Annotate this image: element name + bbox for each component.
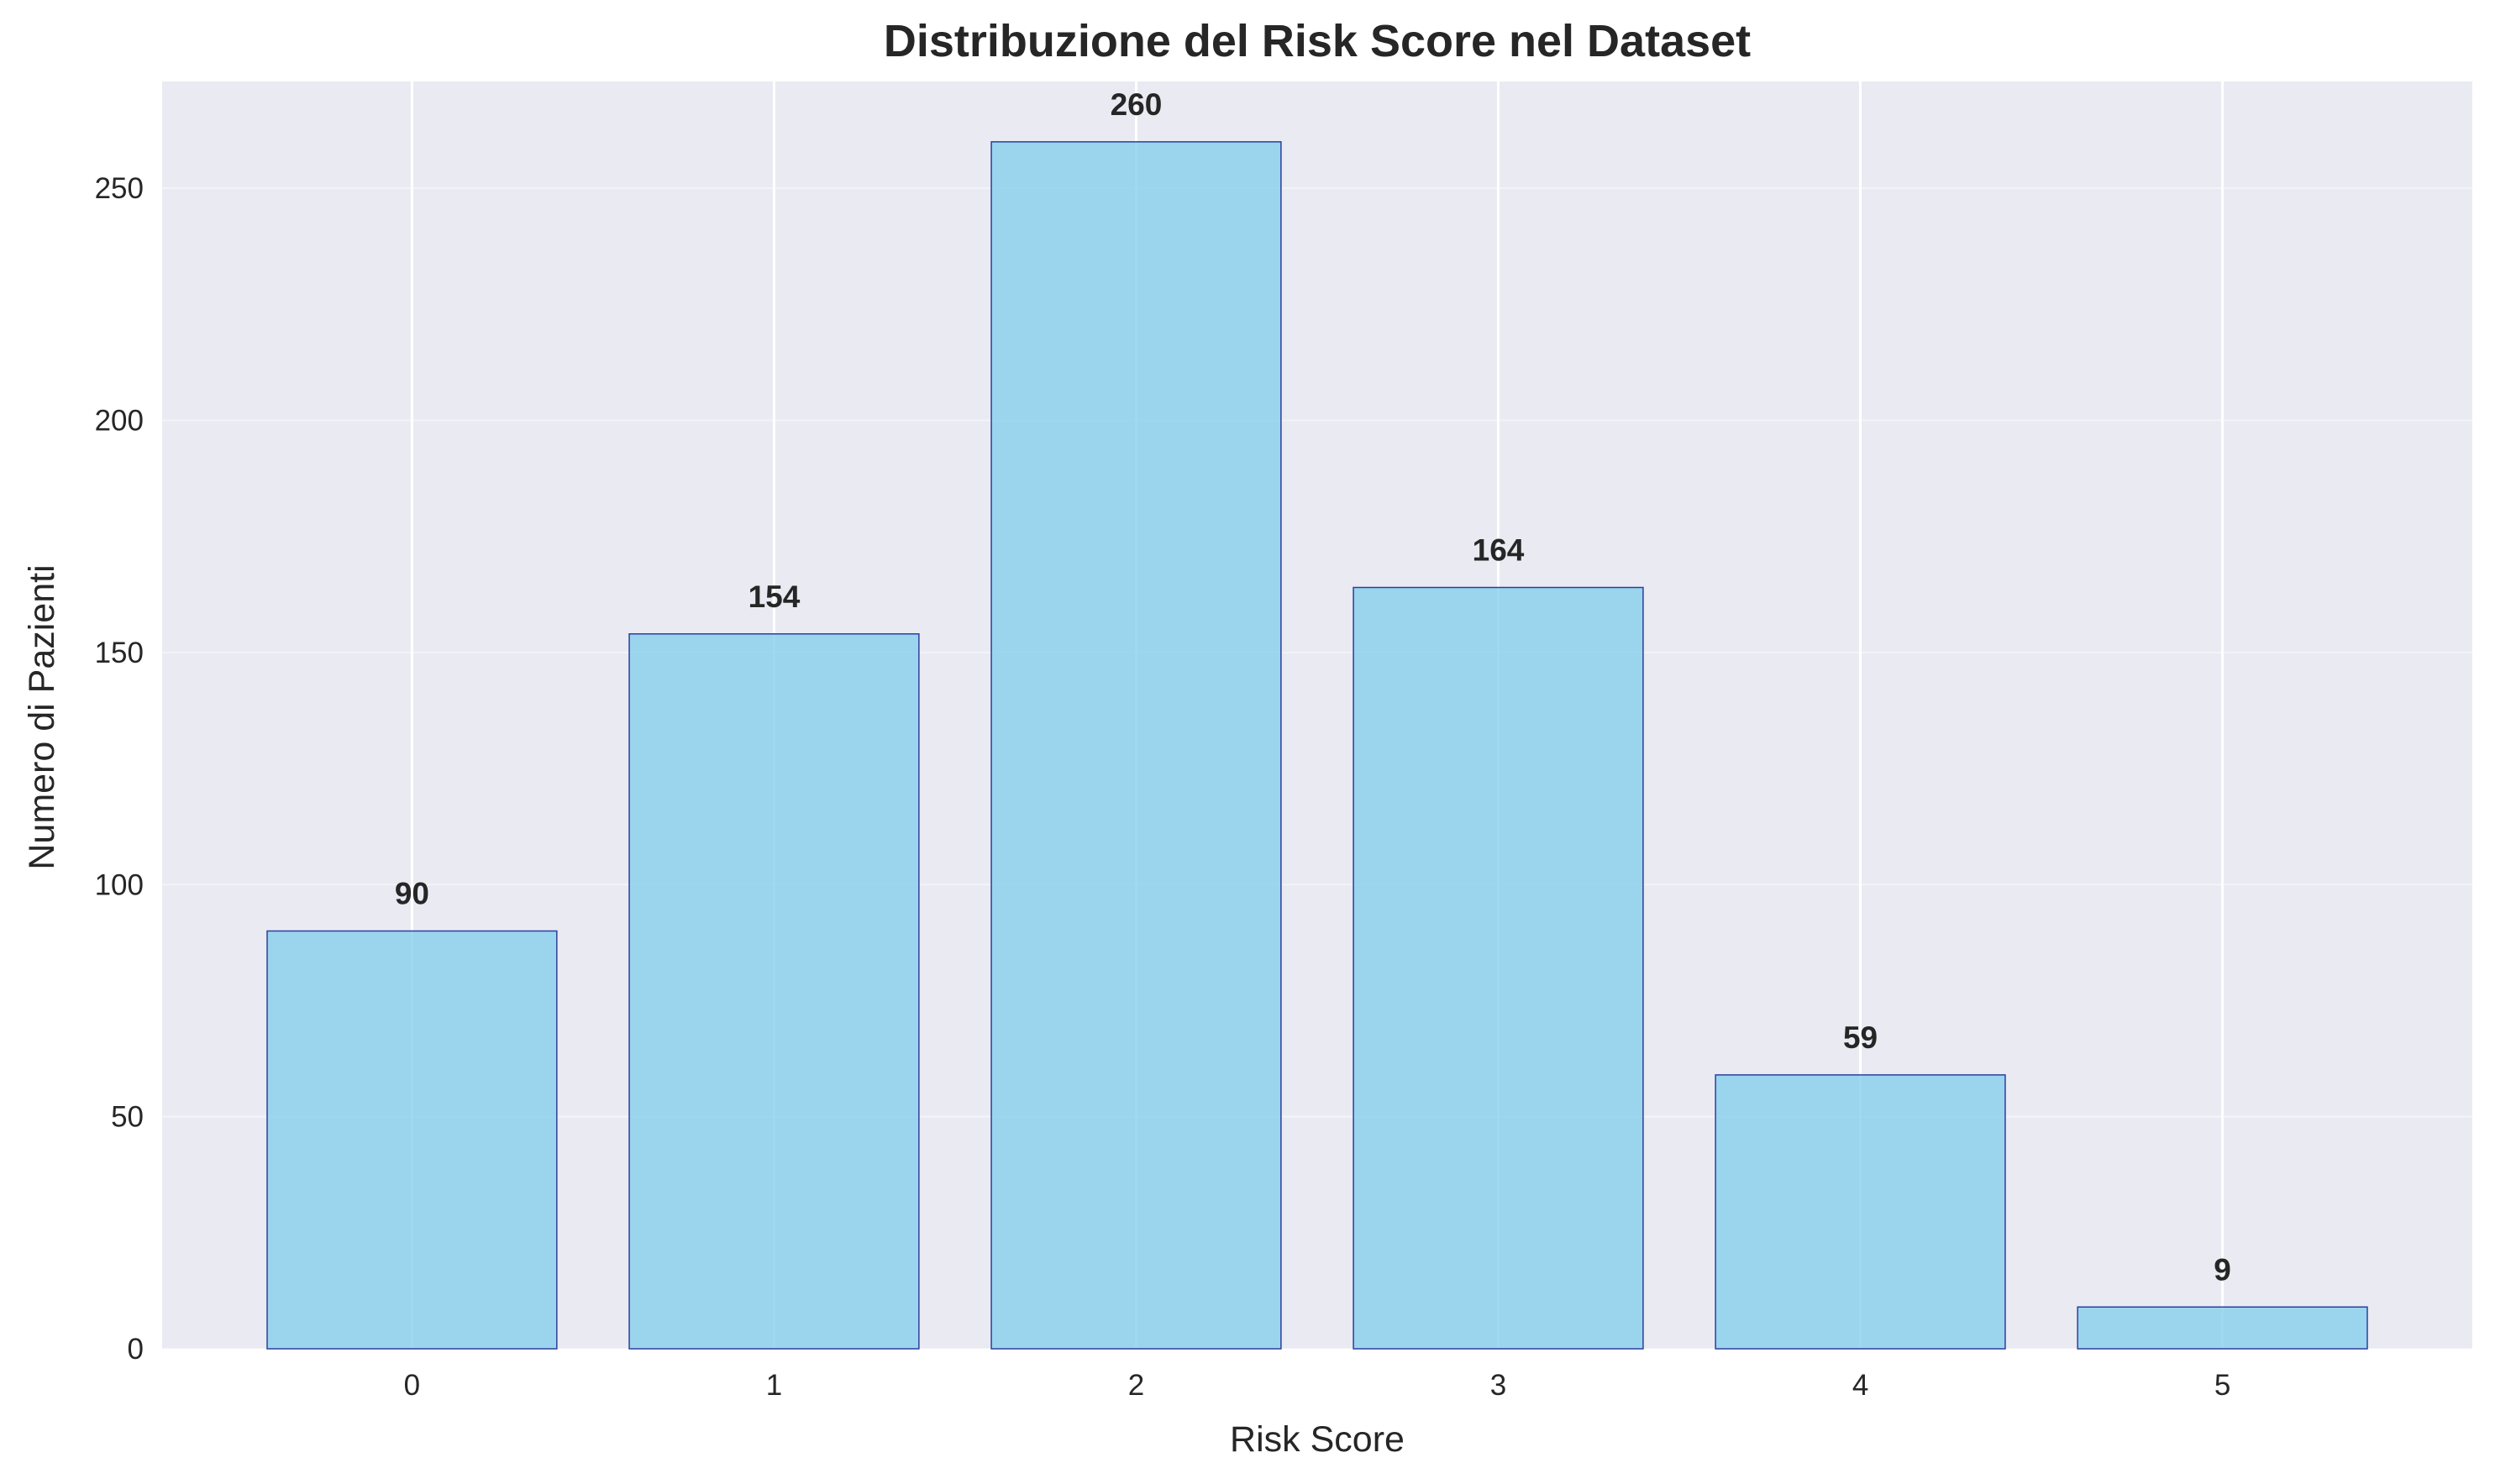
chart-title: Distribuzione del Risk Score nel Dataset [884,16,1751,66]
y-tick-label: 250 [95,172,144,205]
bars [266,141,2368,1350]
y-tick-label: 50 [111,1101,144,1134]
y-tick-labels: 0 50 100 150 200 250 [95,172,144,1366]
x-tick-label: 5 [2214,1369,2230,1402]
bar [2077,1306,2368,1350]
data-label: 59 [1843,1020,1878,1055]
bar [266,930,558,1350]
bar [1715,1074,2006,1350]
x-tick-label: 1 [766,1369,782,1402]
x-tick-labels: 0 1 2 3 4 5 [404,1369,2231,1402]
data-label: 90 [395,877,429,911]
y-tick-label: 0 [128,1333,144,1366]
x-axis-label: Risk Score [1230,1419,1405,1460]
data-labels: 90 154 260 164 59 9 [395,87,2231,1287]
x-tick-label: 3 [1490,1369,1506,1402]
y-axis-label: Numero di Pazienti [22,564,62,869]
x-tick-label: 2 [1128,1369,1144,1402]
data-label: 9 [2214,1252,2231,1287]
data-label: 260 [1111,87,1163,122]
y-tick-label: 150 [95,637,144,669]
y-tick-label: 200 [95,405,144,438]
x-tick-label: 4 [1852,1369,1868,1402]
bar [990,141,1282,1350]
bar [628,633,920,1350]
x-tick-label: 0 [404,1369,420,1402]
data-label: 154 [748,579,801,614]
data-label: 164 [1473,532,1525,567]
bar [1353,586,1644,1350]
y-tick-label: 100 [95,868,144,901]
